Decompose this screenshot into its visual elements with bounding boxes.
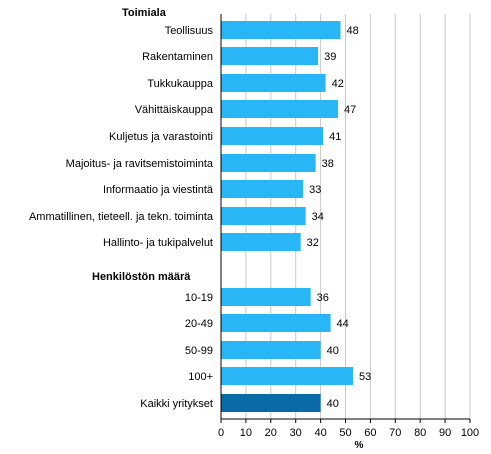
data-label: 42: [332, 78, 344, 90]
bar: [221, 21, 341, 39]
bar: [221, 100, 339, 118]
data-label: 53: [359, 371, 371, 383]
bar: [221, 74, 326, 92]
bar: [221, 207, 306, 225]
bar: [221, 127, 324, 145]
x-tick-label: 0: [218, 427, 224, 439]
x-tick-label: 10: [240, 427, 252, 439]
category-label: Tukkukauppa: [147, 78, 214, 90]
data-label: 34: [312, 211, 324, 223]
data-label: 39: [324, 51, 336, 63]
group-heading: Henkilöstön määrä: [92, 271, 191, 283]
data-label: 41: [329, 131, 341, 143]
category-label: 20-49: [185, 318, 213, 330]
data-label: 32: [307, 237, 319, 249]
bar: [221, 394, 321, 412]
bar: [221, 154, 316, 172]
data-label: 47: [344, 104, 356, 116]
group-heading: Toimiala: [122, 7, 167, 19]
x-tick-label: 80: [414, 427, 426, 439]
x-tick-label: 100: [461, 427, 479, 439]
category-label: Ammatillinen, tieteell. ja tekn. toimint…: [29, 211, 214, 223]
x-tick-label: 30: [290, 427, 302, 439]
bar: [221, 233, 301, 251]
data-label: 48: [347, 25, 359, 37]
x-tick-label: 40: [314, 427, 326, 439]
data-label: 36: [317, 292, 329, 304]
data-label: 33: [309, 184, 321, 196]
x-axis-label: %: [355, 440, 364, 451]
category-label: Informaatio ja viestintä: [103, 184, 214, 196]
bar: [221, 180, 304, 198]
category-label: Vähittäiskauppa: [135, 104, 214, 116]
category-label: Kaikki yritykset: [140, 398, 213, 410]
x-tick-label: 60: [364, 427, 376, 439]
category-label: 50-99: [185, 345, 213, 357]
bar: [221, 288, 311, 306]
x-tick-label: 50: [339, 427, 351, 439]
category-label: Hallinto- ja tukipalvelut: [103, 237, 213, 249]
bar: [221, 341, 321, 359]
category-label: Kuljetus ja varastointi: [109, 131, 213, 143]
category-label: Teollisuus: [165, 25, 214, 37]
data-label: 44: [337, 318, 349, 330]
data-label: 40: [327, 398, 339, 410]
data-label: 38: [322, 158, 334, 170]
category-label: 10-19: [185, 292, 213, 304]
category-label: Rakentaminen: [142, 51, 213, 63]
category-label: 100+: [188, 371, 213, 383]
bar: [221, 367, 353, 385]
bar: [221, 47, 319, 65]
x-tick-label: 20: [265, 427, 277, 439]
x-tick-label: 70: [389, 427, 401, 439]
bar: [221, 314, 331, 332]
data-label: 40: [327, 345, 339, 357]
x-tick-label: 90: [439, 427, 451, 439]
category-label: Majoitus- ja ravitsemistoiminta: [66, 158, 214, 170]
